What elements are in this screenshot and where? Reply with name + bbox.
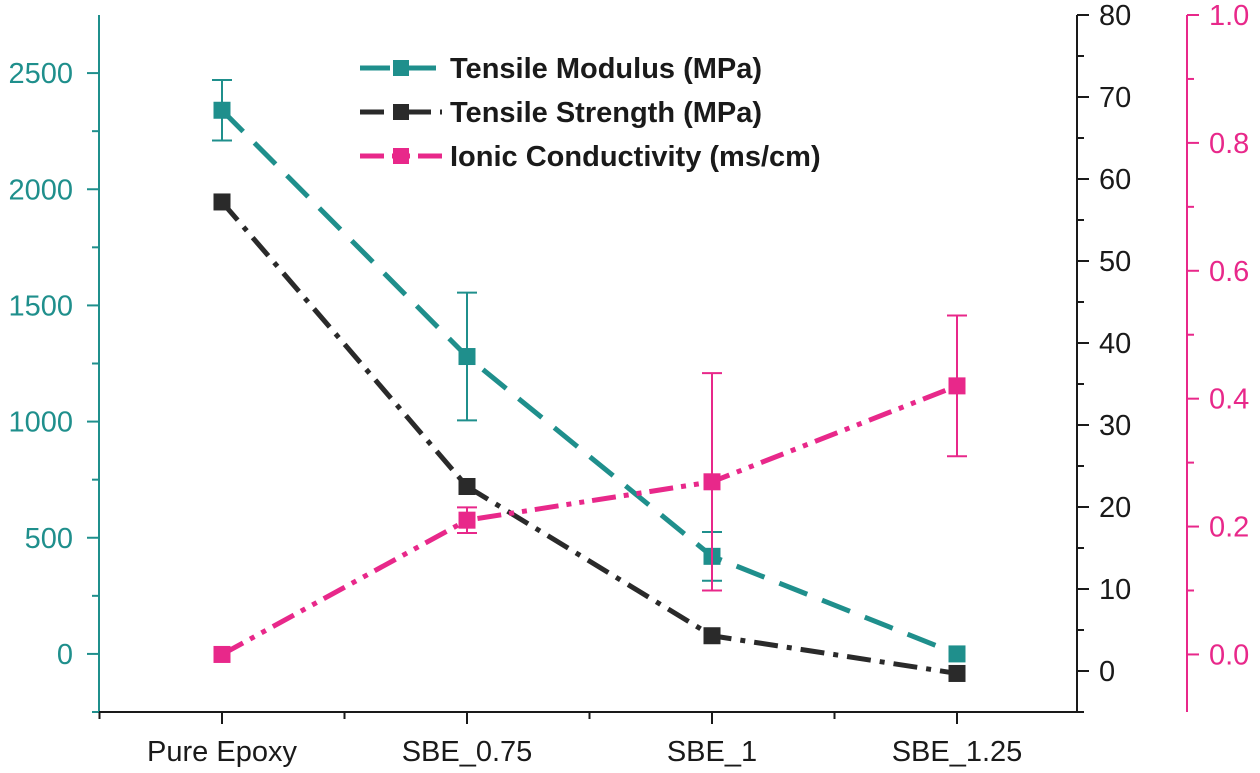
x-tick-label: Pure Epoxy (147, 736, 297, 768)
series (212, 79, 967, 682)
left-tick-label: 0 (57, 639, 73, 671)
x-tick-label: SBE_1 (667, 736, 757, 768)
right1-tick-label: 30 (1099, 410, 1131, 442)
legend: Tensile Modulus (MPa) Tensile Strength (M… (360, 53, 821, 173)
left-tick-label: 2000 (8, 174, 73, 206)
legend-item: Ionic Conductivity (ms/cm) (360, 141, 821, 173)
x-tick-label: SBE_0.75 (402, 736, 533, 768)
left-tick-label: 2500 (8, 58, 73, 90)
x-tick-label: SBE_1.25 (892, 736, 1023, 768)
data-point (703, 627, 721, 645)
legend-label: Tensile Modulus (MPa) (450, 53, 762, 85)
series-2 (213, 314, 967, 663)
right2-tick-label: 1.0 (1209, 0, 1249, 32)
legend-item: Tensile Modulus (MPa) (360, 53, 762, 85)
right2-tick-label: 0.2 (1209, 512, 1249, 544)
data-point (458, 511, 476, 529)
right1-tick-label: 40 (1099, 328, 1131, 360)
series-line (220, 200, 958, 676)
left-tick-label: 1000 (8, 407, 73, 439)
data-point (213, 193, 231, 211)
series-1 (213, 193, 966, 682)
left-tick-label: 500 (25, 523, 73, 555)
legend-label: Tensile Strength (MPa) (450, 97, 762, 129)
right2-tick-label: 0.8 (1209, 128, 1249, 160)
right1-tick-label: 50 (1099, 246, 1131, 278)
right2-tick-label: 0.4 (1209, 384, 1249, 416)
data-point (458, 348, 476, 366)
right1-tick-label: 10 (1099, 574, 1131, 606)
right1-tick-label: 20 (1099, 492, 1131, 524)
data-point (948, 645, 966, 663)
right2-tick-label: 0.6 (1209, 256, 1249, 288)
legend-swatch-marker (393, 148, 409, 164)
legend-label: Ionic Conductivity (ms/cm) (450, 141, 821, 173)
right1-tick-label: 0 (1099, 656, 1115, 688)
right1-tick-label: 60 (1099, 164, 1131, 196)
legend-swatch-marker (393, 60, 409, 76)
legend-swatch-marker (393, 104, 409, 120)
right2-tick-label: 0.0 (1209, 639, 1249, 671)
data-point (213, 101, 231, 119)
series-line (220, 108, 958, 657)
data-point (703, 473, 721, 491)
series-line (220, 383, 958, 657)
right1-tick-label: 80 (1099, 0, 1131, 32)
axes: 0 500 1000 1500 2000 2500 0 10 20 30 40 50 60 70 80 0.0… (8, 0, 1249, 768)
data-point (213, 645, 231, 663)
right1-tick-label: 70 (1099, 82, 1131, 114)
legend-item: Tensile Strength (MPa) (360, 97, 762, 129)
data-point (948, 664, 966, 682)
data-point (458, 478, 476, 495)
data-point (948, 377, 966, 395)
left-tick-label: 1500 (8, 290, 73, 322)
